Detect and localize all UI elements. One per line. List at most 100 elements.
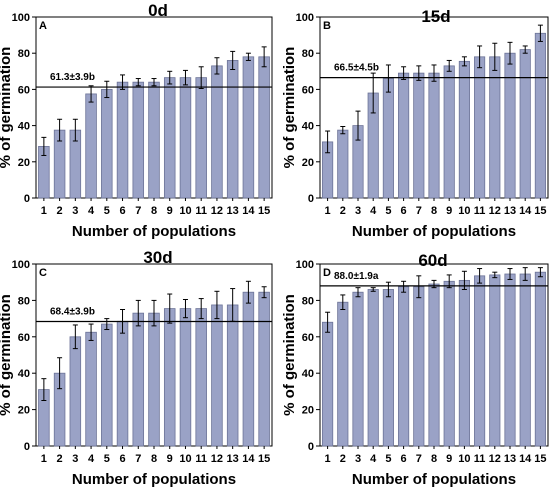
bar [352,291,364,447]
y-tick-label: 60 [302,84,314,96]
x-tick-label: 2 [340,453,346,465]
bar [116,81,129,199]
x-tick-label: 1 [325,453,331,465]
x-axis-label: Number of populations [352,471,516,488]
x-tick-label: 8 [431,205,437,217]
x-tick-label: 9 [167,205,173,217]
y-tick-label: 100 [296,12,314,24]
bar [474,275,486,447]
bar [69,336,82,447]
y-tick-label: 0 [308,441,314,453]
x-tick-label: 9 [446,205,452,217]
x-tick-label: 6 [401,205,407,217]
panel-title: 30d [143,248,172,267]
x-tick-label: 14 [242,205,255,217]
mean-label: 68.4±3.9b [50,307,95,318]
bar [413,286,425,447]
bar [132,81,145,199]
bar [382,78,394,199]
x-tick-label: 8 [151,205,157,217]
x-tick-label: 6 [119,453,125,465]
y-tick-label: 80 [302,295,314,307]
bar [85,93,97,199]
bar [211,65,223,199]
panel-d: 1 2 3 4 5 6 7 8 9 10 11 12 13 14 1502040608010088.0±1.… [281,251,549,488]
y-tick-label: 20 [18,405,30,417]
y-tick-label: 0 [308,193,314,205]
x-tick-label: 13 [504,205,516,217]
x-tick-label: 5 [385,205,391,217]
x-axis-label: Number of populations [352,223,516,240]
bar [443,280,455,447]
bar [163,77,176,199]
x-tick-label: 12 [211,205,223,217]
panel-title: 15d [421,7,450,26]
y-tick-label: 80 [18,48,30,60]
x-tick-label: 7 [416,205,422,217]
y-tick-label: 0 [24,193,30,205]
x-tick-label: 7 [135,453,141,465]
x-tick-label: 1 [325,205,331,217]
panel-a: 1 2 3 4 5 6 7 8 9 10 11 12 13 14 1502040608010061.3±3.… [0,1,273,240]
x-tick-label: 12 [489,453,501,465]
bar [489,274,501,447]
bar [367,289,379,447]
bar [116,320,129,447]
x-tick-label: 7 [416,453,422,465]
bar [519,49,531,199]
x-tick-label: 13 [227,205,239,217]
x-tick-label: 4 [370,205,377,217]
x-tick-label: 11 [195,453,207,465]
x-tick-label: 3 [72,453,78,465]
x-tick-label: 5 [385,453,391,465]
x-tick-label: 10 [458,453,470,465]
bar [148,312,160,447]
y-tick-label: 60 [18,332,30,344]
bar [195,308,207,447]
y-tick-label: 20 [302,405,314,417]
x-tick-label: 2 [57,205,63,217]
x-tick-label: 4 [370,453,377,465]
x-tick-label: 6 [119,205,125,217]
x-tick-label: 2 [57,453,63,465]
x-tick-label: 12 [211,453,223,465]
x-tick-label: 15 [258,205,270,217]
x-tick-label: 15 [534,205,546,217]
bar [322,321,334,447]
x-tick-label: 11 [474,205,486,217]
x-tick-label: 1 [41,453,47,465]
bar [428,283,440,447]
bar [258,56,270,199]
y-tick-label: 60 [18,84,30,96]
y-axis-label: % of germination [281,294,298,416]
x-tick-label: 4 [88,205,95,217]
bar [226,60,239,199]
x-tick-label: 13 [227,453,239,465]
y-tick-label: 60 [302,332,314,344]
x-tick-label: 10 [179,205,191,217]
x-tick-label: 3 [355,205,361,217]
bar [382,289,394,447]
bar [101,323,113,447]
x-tick-label: 5 [104,453,110,465]
y-tick-label: 0 [24,441,30,453]
mean-label: 88.0±1.9a [334,271,379,282]
bar [504,273,516,447]
x-tick-label: 7 [135,205,141,217]
mean-label: 61.3±3.9b [50,72,95,83]
bar [242,291,255,447]
y-axis-label: % of germination [0,294,14,416]
bar [179,77,192,199]
bar [519,273,531,447]
y-tick-label: 100 [12,259,30,271]
bar [85,331,97,447]
y-tick-label: 40 [302,121,314,133]
bar [458,279,470,447]
x-tick-label: 10 [179,453,191,465]
bar [398,72,410,199]
x-tick-label: 3 [72,205,78,217]
panel-letter: C [39,267,47,279]
x-tick-label: 15 [534,453,546,465]
bar [534,271,546,447]
y-tick-label: 80 [302,48,314,60]
